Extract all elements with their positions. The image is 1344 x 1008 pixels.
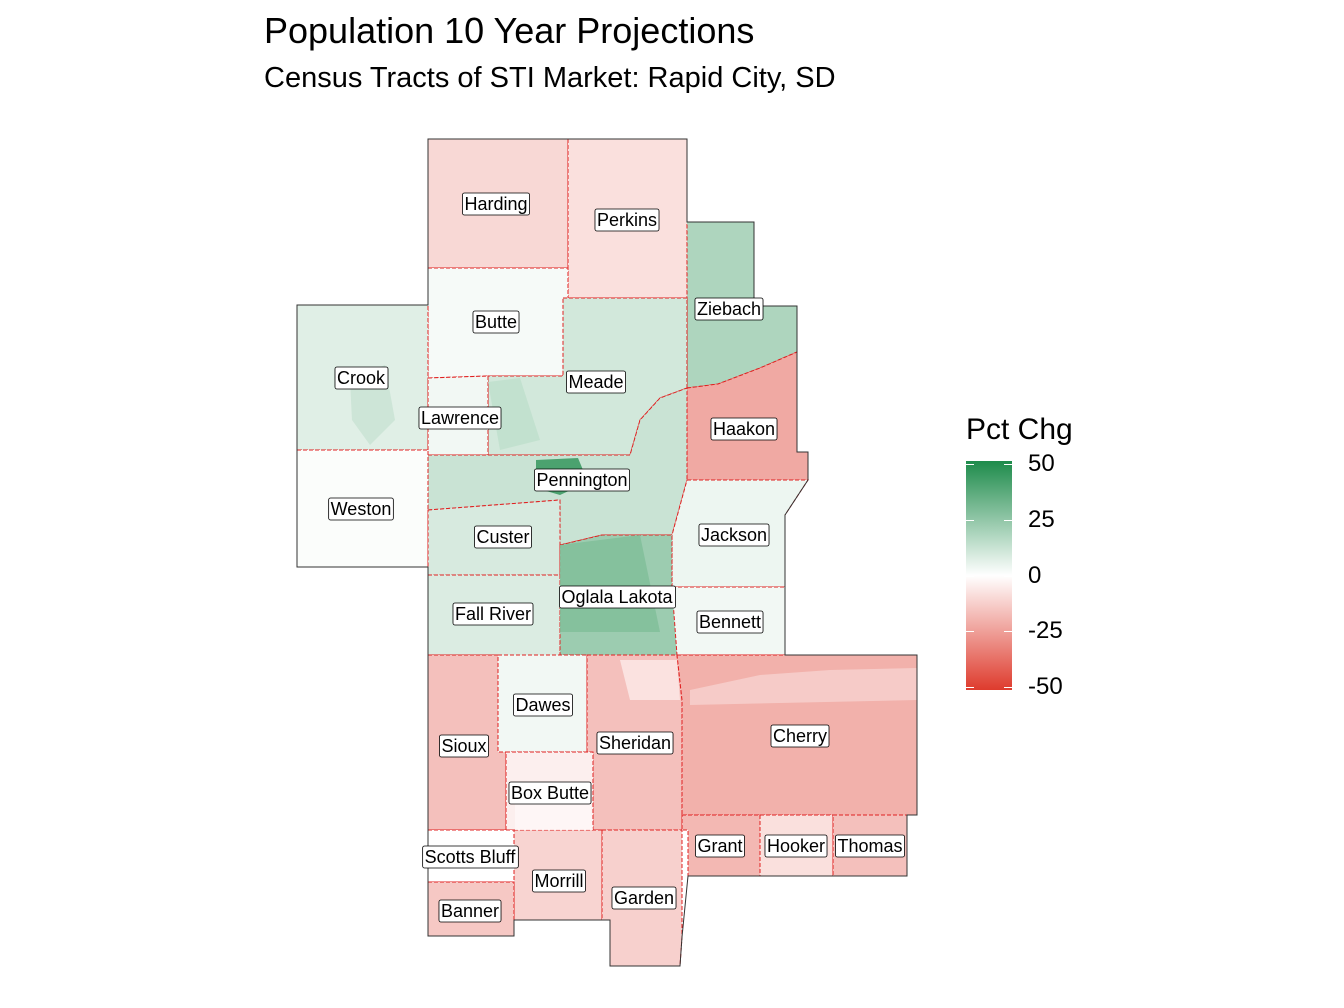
svg-text:Box Butte: Box Butte [511,783,589,803]
legend-tick-label: 50 [1028,450,1055,477]
svg-text:Sheridan: Sheridan [599,733,671,753]
tract-shading-4 [620,660,680,700]
svg-text:Meade: Meade [568,372,623,392]
svg-text:Thomas: Thomas [837,836,902,856]
legend-tick-mark [966,687,974,688]
county-label-thomas: Thomas [835,834,905,858]
legend-tick-mark [966,575,974,577]
legend-tick-mark [1004,687,1012,688]
svg-text:Hooker: Hooker [767,836,825,856]
county-label-lawrence: Lawrence [418,406,502,430]
county-label-scotts-bluff: Scotts Bluff [422,845,519,869]
legend-tick-mark [1004,575,1012,577]
legend-tick-mark [966,464,974,465]
county-label-meade: Meade [566,370,626,394]
legend-tick-label: -25 [1028,617,1063,645]
legend-title: Pct Chg [966,413,1073,446]
county-label-banner: Banner [438,899,502,923]
svg-text:Bennett: Bennett [699,612,761,632]
svg-text:Jackson: Jackson [701,525,767,545]
county-label-morrill: Morrill [532,869,586,893]
svg-text:Morrill: Morrill [535,871,584,891]
svg-text:Ziebach: Ziebach [697,299,761,319]
svg-text:Grant: Grant [697,836,742,856]
svg-text:Fall River: Fall River [455,604,531,624]
svg-text:Weston: Weston [331,499,392,519]
county-label-sioux: Sioux [439,734,489,758]
legend-tick-label: -50 [1028,673,1063,700]
svg-text:Sioux: Sioux [441,736,486,756]
county-label-perkins: Perkins [594,208,660,232]
legend-tick-mark [1004,464,1012,465]
county-label-bennett: Bennett [696,610,764,634]
county-label-sheridan: Sheridan [596,731,674,755]
svg-text:Dawes: Dawes [515,695,570,715]
svg-text:Crook: Crook [337,368,386,388]
svg-text:Perkins: Perkins [597,210,657,230]
svg-text:Lawrence: Lawrence [421,408,499,428]
county-label-harding: Harding [462,192,530,216]
county-label-cherry: Cherry [770,724,830,748]
tract-shading-3 [488,378,540,450]
svg-text:Custer: Custer [476,527,529,547]
svg-text:Scotts Bluff: Scotts Bluff [425,847,517,867]
county-label-box-butte: Box Butte [508,781,592,805]
county-label-oglala-lakota: Oglala Lakota [559,585,676,609]
svg-text:Banner: Banner [441,901,499,921]
svg-text:Butte: Butte [475,312,517,332]
county-label-pennington: Pennington [534,468,630,492]
svg-text:Garden: Garden [614,888,674,908]
county-label-fall-river: Fall River [452,602,534,626]
map-title: Population 10 Year Projections [264,10,755,51]
county-label-custer: Custer [474,525,532,549]
svg-text:Harding: Harding [464,194,527,214]
svg-text:Oglala Lakota: Oglala Lakota [561,587,673,607]
county-label-crook: Crook [334,366,389,390]
county-label-dawes: Dawes [513,693,573,717]
county-label-jackson: Jackson [698,523,770,547]
map-subtitle: Census Tracts of STI Market: Rapid City,… [264,62,836,94]
svg-text:Cherry: Cherry [773,726,827,746]
county-label-hooker: Hooker [764,834,828,858]
legend-tick-mark [1004,631,1012,633]
market-outline [296,138,918,967]
legend-tick-mark [966,519,974,521]
county-label-grant: Grant [695,834,745,858]
county-label-ziebach: Ziebach [694,297,764,321]
svg-text:Haakon: Haakon [713,419,775,439]
legend-tick-mark [966,631,974,633]
county-label-haakon: Haakon [710,417,778,441]
legend-tick-mark [1004,519,1012,521]
legend-tick-label: 0 [1028,561,1042,589]
county-label-weston: Weston [328,497,394,521]
county-label-butte: Butte [472,310,520,334]
tract-shading-5 [690,668,917,705]
county-label-garden: Garden [611,886,677,910]
legend-tick-label: 25 [1028,505,1055,533]
svg-text:Pennington: Pennington [536,470,627,490]
